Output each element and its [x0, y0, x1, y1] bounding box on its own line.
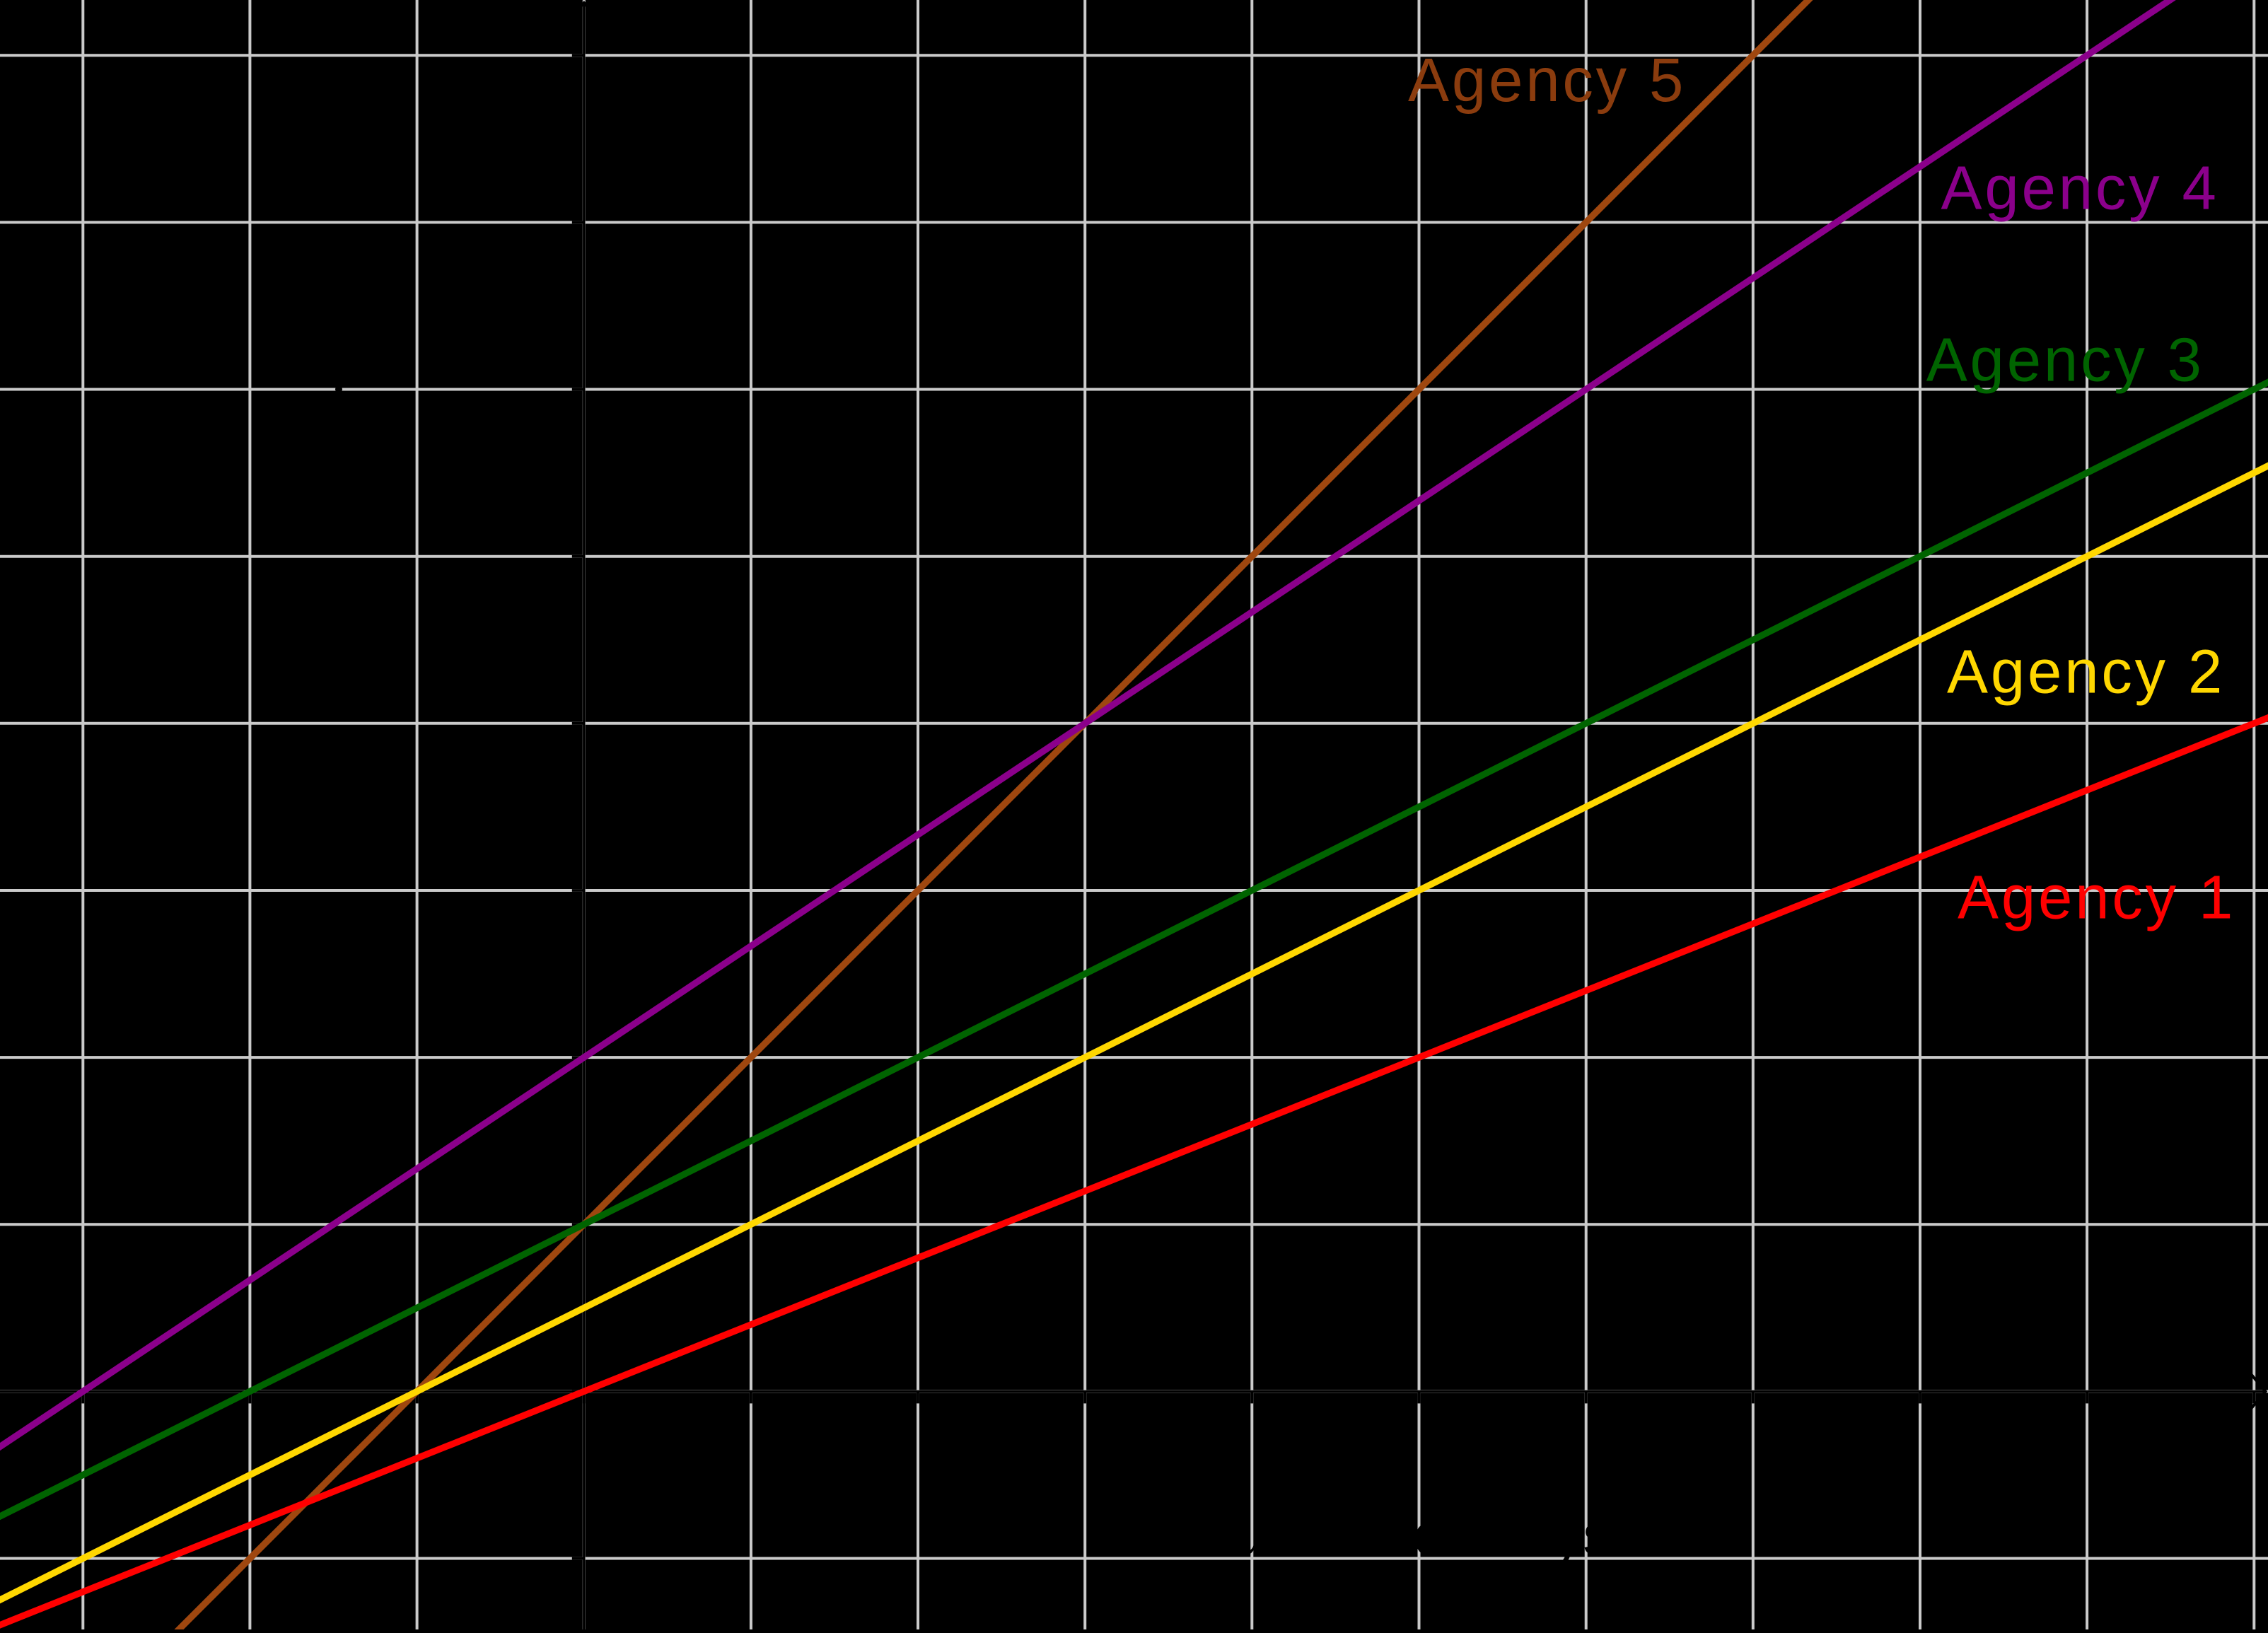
- svg-text:Number of Days: Number of Days: [1188, 1501, 1612, 1567]
- svg-text:Agency 3: Agency 3: [1926, 325, 2204, 394]
- svg-text:Agency 5: Agency 5: [1408, 46, 1686, 115]
- svg-text:Agency 1: Agency 1: [1958, 863, 2235, 931]
- svg-text:Agency 2: Agency 2: [1947, 638, 2225, 707]
- svg-text:Agency 4: Agency 4: [1941, 154, 2219, 223]
